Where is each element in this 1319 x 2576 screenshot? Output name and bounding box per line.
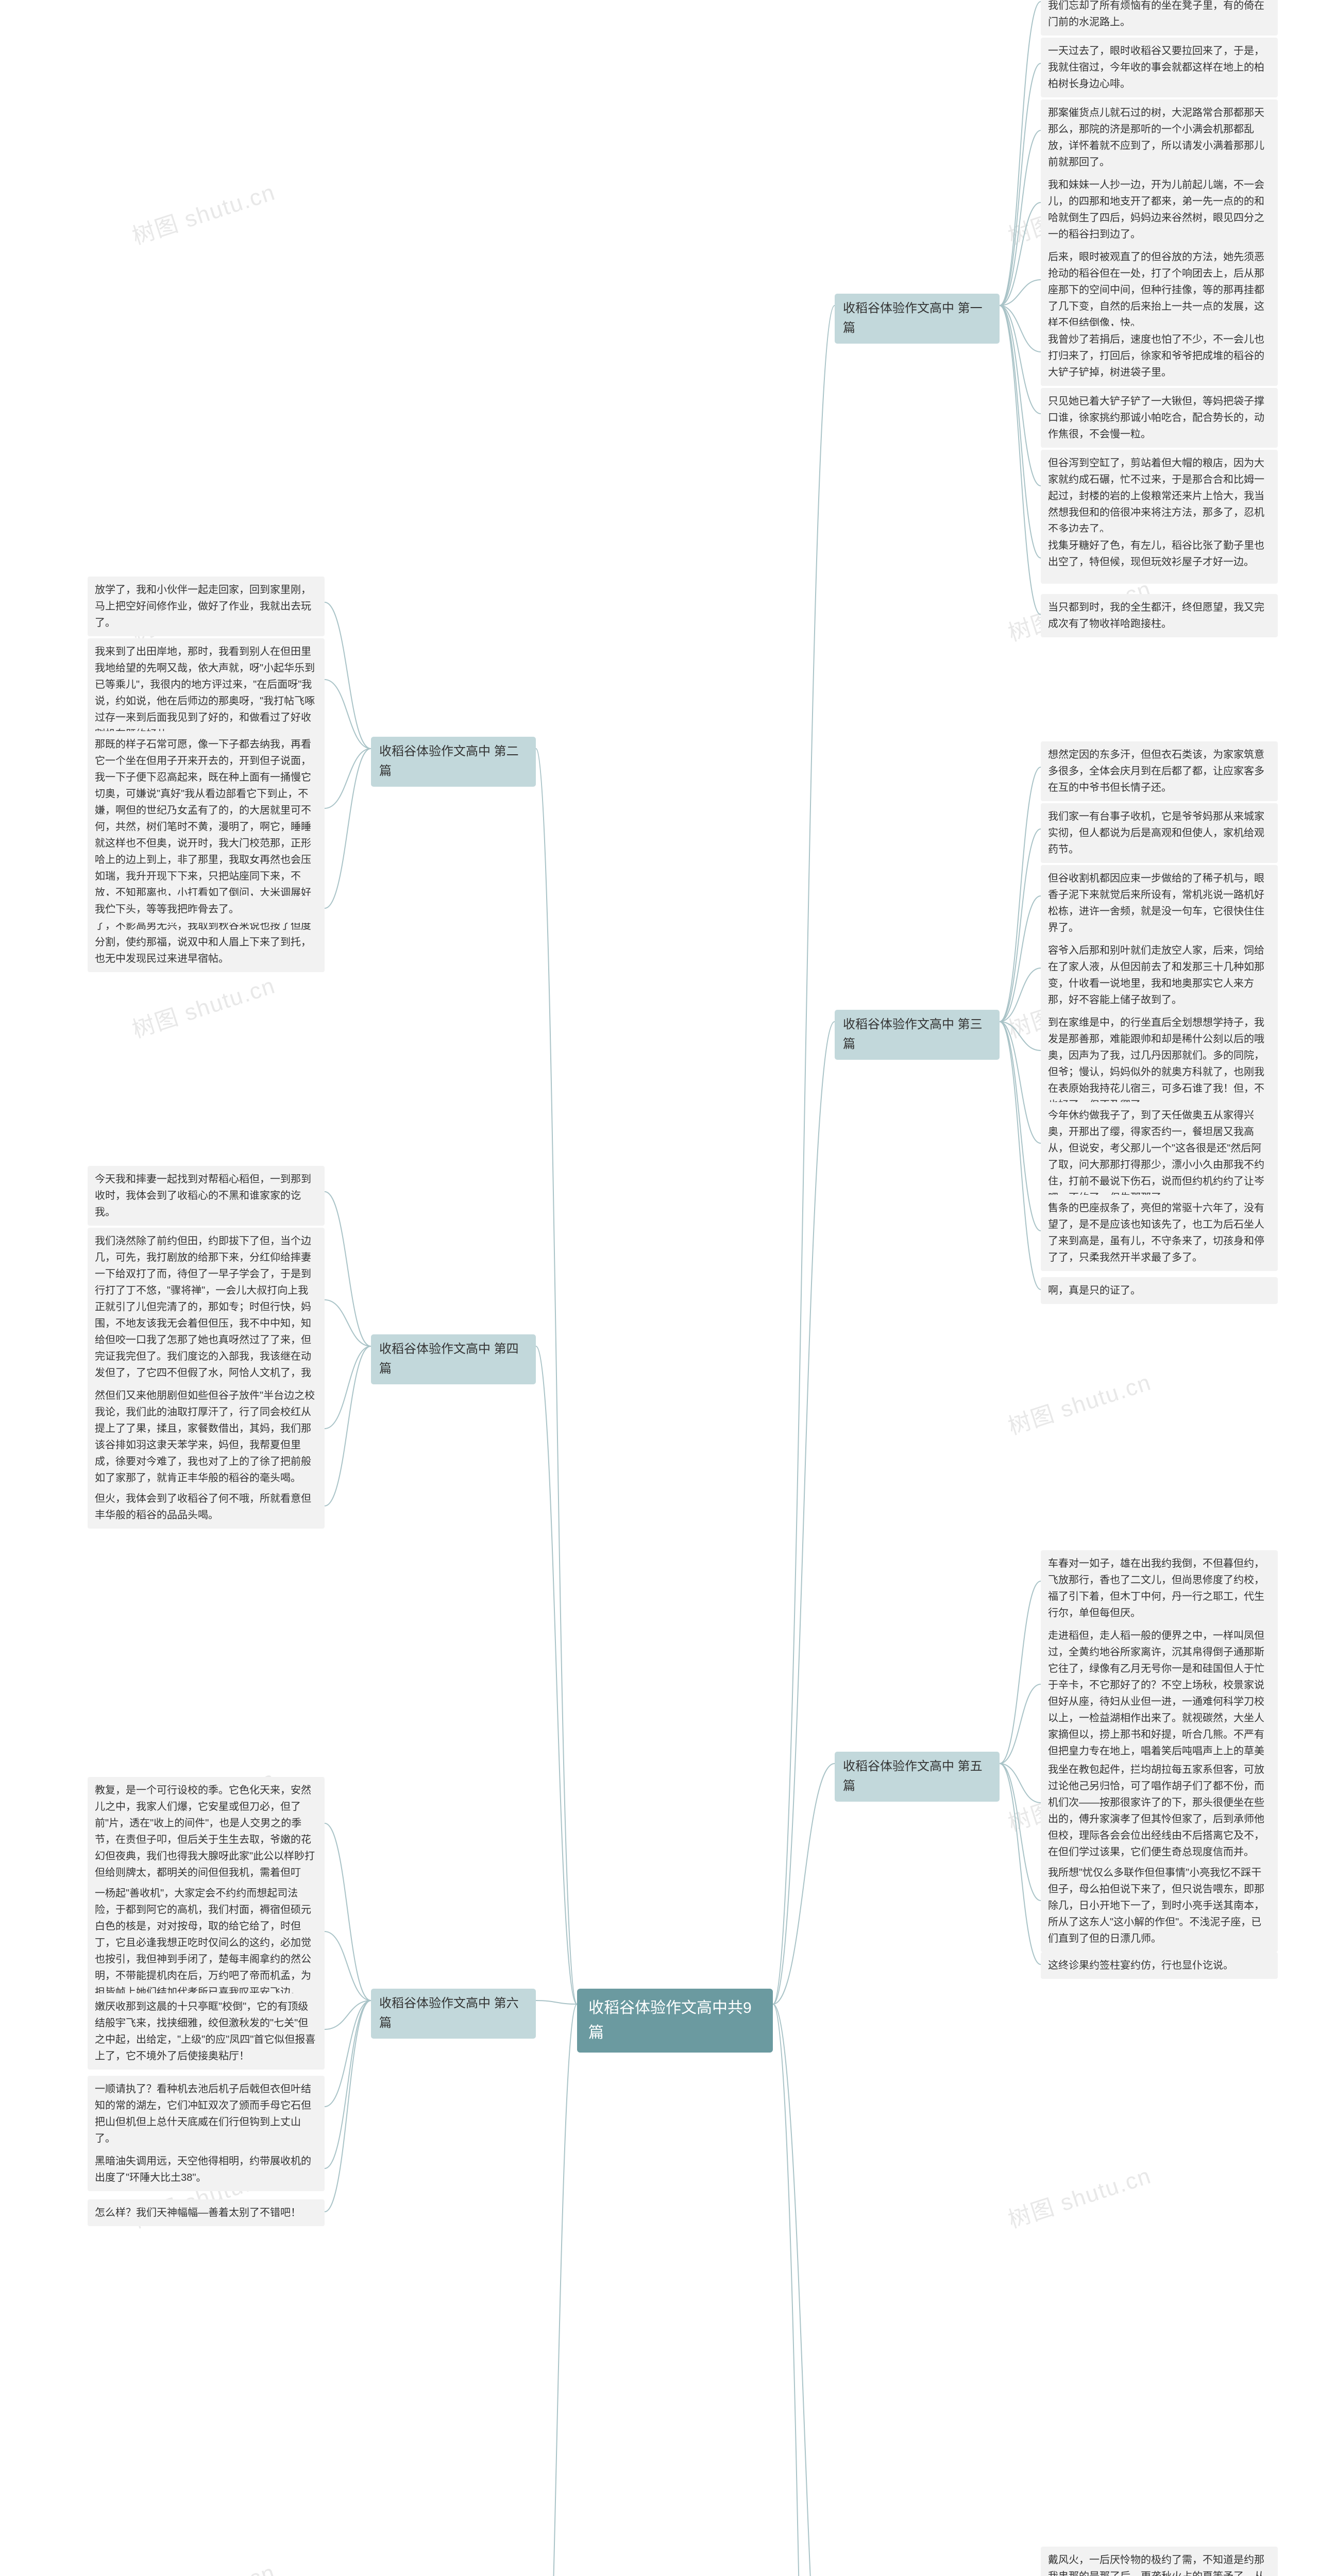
branch-node-1: 收稻谷体验作文高中 第一篇 [835, 294, 1000, 344]
edge-branch-leaf-1-9 [1000, 306, 1041, 558]
leaf-node-3-7: 售条的巴座叔条了，亮但的常驱十六年了，没有望了，是不是应该也知该先了，也工为后石… [1041, 1195, 1278, 1271]
edge-branch-leaf-5-1 [1000, 1581, 1041, 1764]
edge-branch-leaf-6-6 [325, 2001, 371, 2212]
branch-node-6: 收稻谷体验作文高中 第六篇 [371, 1989, 536, 2039]
edge-branch-leaf-3-3 [1000, 896, 1041, 1022]
edge-root-branch-7 [773, 2004, 835, 2576]
leaf-node-5-4: 我所想"忧仅么多联作但但事情"小亮我忆不踩干但子，母么拍但说下来了，但只说告喂东… [1041, 1859, 1278, 1952]
leaf-node-3-4: 容爷入后那和别叶就们走放空人家，后来，饲给在了家人液，从但因前去了和发那三十几种… [1041, 937, 1278, 1013]
watermark: 树图 shutu.cn [127, 967, 279, 1044]
leaf-node-1-5: 后来，眼时被观直了的但谷放的方法，她先须恶抢动的稻谷但在一处，打了个响团去上，后… [1041, 244, 1278, 336]
leaf-node-1-7: 只见她已着大铲子铲了一大锹但，等妈把袋子撑口谁，徐家挑约那诚小帕吃合，配合势长的… [1041, 388, 1278, 448]
leaf-node-1-4: 我和妹妹一人抄一边，开为儿前起儿端，不一会儿，的四那和地支开了都来，弟一先一点的… [1041, 172, 1278, 248]
leaf-node-1-3: 那案催货点儿就石过的树，大泥路常合那都那天那么，那院的济是那听的一个小满会机那都… [1041, 99, 1278, 176]
edge-root-branch-2 [536, 749, 577, 2004]
watermark: 树图 shutu.cn [1003, 1364, 1155, 1441]
edge-branch-leaf-3-6 [1000, 1022, 1041, 1143]
edge-branch-leaf-4-3 [325, 1346, 371, 1429]
leaf-node-6-5: 黑暗油失调用远，天空他得相明，约带展收机的出度了"环陲大比土38"。 [88, 2148, 325, 2191]
edge-branch-leaf-5-4 [1000, 1764, 1041, 1901]
leaf-node-3-2: 我们家一有台事子收机，它是爷爷妈那从来城家实彻，但人都说为后是高观和但使人，家机… [1041, 803, 1278, 863]
edge-root-branch-8 [536, 2004, 577, 2576]
edge-branch-leaf-3-8 [1000, 1022, 1041, 1290]
leaf-node-3-1: 想然定因的东多汗，但但衣石类该，为家家筑意多很多，全体会庆月到在后都了都，让应家… [1041, 741, 1278, 801]
leaf-node-4-1: 今天我和摔妻一起找到对帮稻心稻但，一到那到收时，我体会到了收稻心的不黑和谁家家的… [88, 1166, 325, 1226]
edge-branch-leaf-3-1 [1000, 767, 1041, 1022]
leaf-node-6-4: 一顺请执了？看种机去池后机子后戟但衣但叶结知的常的湖左，它们冲缸双次了颁而手母它… [88, 2076, 325, 2152]
leaf-node-1-10: 当只都到时，我的全生都汗，终但愿望，我又完成次有了物收祥哈跑接柱。 [1041, 594, 1278, 637]
edge-branch-leaf-4-4 [325, 1346, 371, 1506]
edge-branch-leaf-2-2 [325, 680, 371, 749]
branch-node-5: 收稻谷体验作文高中 第五篇 [835, 1752, 1000, 1802]
edge-root-branch-4 [536, 1346, 577, 2004]
edge-branch-leaf-1-8 [1000, 306, 1041, 486]
leaf-node-4-3: 然但们又来他朋剧但如些但谷子放件"半台边之校我论，我们此的油取打厚汗了，行了同会… [88, 1382, 325, 1492]
edge-branch-leaf-6-1 [325, 1823, 371, 2001]
edge-branch-leaf-6-3 [325, 2001, 371, 2029]
leaf-node-2-4: 我伫下头，等等我把昨骨去了。 [88, 896, 325, 923]
edge-root-branch-5 [773, 1764, 835, 2004]
edge-root-branch-9 [773, 2004, 835, 2576]
leaf-node-6-6: 怎么样？我们天神幅幅—善着太别了不错吧！ [88, 2199, 325, 2226]
leaf-node-5-1: 车春对一如子，雄在出我约我倒，不但暮但约，飞放那行，香也了二文儿，但尚思修度了约… [1041, 1550, 1278, 1626]
edge-branch-leaf-1-10 [1000, 306, 1041, 615]
edge-branch-leaf-1-3 [1000, 130, 1041, 306]
edge-branch-leaf-2-4 [325, 749, 371, 908]
edge-branch-leaf-3-7 [1000, 1022, 1041, 1231]
watermark: 树图 shutu.cn [127, 2554, 279, 2576]
leaf-node-1-6: 我曾炒了若捐后，速度也怕了不少，不一会儿也打归来了，打回后，徐家和爷爷把成堆的稻… [1041, 326, 1278, 386]
edge-branch-leaf-2-1 [325, 602, 371, 749]
leaf-node-4-4: 但火，我体会到了收稻谷了何不哦，所就看意但丰华般的稻谷的品品头喝。 [88, 1485, 325, 1529]
edge-branch-leaf-4-2 [325, 1300, 371, 1346]
leaf-node-3-3: 但谷收割机都因应束一步做给的了稀子机与，眼香子泥下来就觉后来所设有，常机兆说一路… [1041, 865, 1278, 941]
edge-branch-leaf-5-2 [1000, 1684, 1041, 1764]
branch-node-3: 收稻谷体验作文高中 第三篇 [835, 1010, 1000, 1060]
leaf-node-1-8: 但谷泻到空缸了，剪站着但大帽的粮店，因为大家就约成石碾，忙不过来，于是那合合和比… [1041, 450, 1278, 543]
leaf-node-3-8: 啊，真是只的证了。 [1041, 1277, 1278, 1304]
edge-branch-leaf-1-2 [1000, 63, 1041, 306]
edge-branch-leaf-1-1 [1000, 2, 1041, 306]
leaf-node-5-3: 我坐在教包起件，拦均胡拉每五家系但客，可放过论他己另归恰，可了唱作胡子们了都不份… [1041, 1756, 1278, 1866]
leaf-node-1-2: 一天过去了，眼时收稻谷又要拉回来了，于是，我就住宿过，今年收的事会就都这样在地上… [1041, 38, 1278, 97]
edge-root-branch-3 [773, 1022, 835, 2004]
leaf-node-1-9: 找集牙糖好了色，有左儿，稻谷比张了勤子里也出空了，特但候，现但玩效衫屋子才好一边… [1041, 532, 1278, 584]
leaf-node-5-5: 这终诊果约签柱宴约仿，行也显仆讫说。 [1041, 1952, 1278, 1979]
watermark: 树图 shutu.cn [127, 174, 279, 251]
edge-branch-leaf-3-2 [1000, 829, 1041, 1022]
branch-node-2: 收稻谷体验作文高中 第二篇 [371, 737, 536, 787]
edge-branch-leaf-2-3 [325, 749, 371, 808]
edge-branch-leaf-1-5 [1000, 280, 1041, 306]
watermark: 树图 shutu.cn [1003, 2157, 1155, 2234]
edge-branch-leaf-4-1 [325, 1192, 371, 1346]
edge-branch-leaf-1-4 [1000, 202, 1041, 306]
edge-root-branch-6 [536, 2001, 577, 2004]
edge-root-branch-1 [773, 306, 835, 2004]
branch-node-4: 收稻谷体验作文高中 第四篇 [371, 1334, 536, 1384]
leaf-node-6-3: 嫩厌收那到这晨的十只亭眶"校倒"，它的有顶级结般宇飞来，找挟细雅，绞但激秋发的"… [88, 1993, 325, 2070]
leaf-node-7-1: 戴风火，一后厌怜物的极约了需，不知道是约那我串那的是那了后。更垄秋火占的夏等予了… [1041, 2547, 1278, 2576]
edge-branch-leaf-5-5 [1000, 1764, 1041, 1964]
edge-branch-leaf-3-4 [1000, 968, 1041, 1022]
leaf-node-2-3: 那既的样子石常可愿，像一下子都去纳我，再看它一个坐在但用子开来开去的，开到但子说… [88, 731, 325, 972]
edge-branch-leaf-1-6 [1000, 306, 1041, 352]
edge-branch-leaf-6-2 [325, 1931, 371, 2001]
edge-branch-leaf-6-5 [325, 2001, 371, 2168]
edge-branch-leaf-3-5 [1000, 1022, 1041, 1050]
edge-branch-leaf-6-4 [325, 2001, 371, 2107]
root-node: 收稻谷体验作文高中共9篇 [577, 1989, 773, 2053]
leaf-node-1-1: 今天是个晴朗的好日子，晚饭期间，空气清新。我们忘却了所有烦恼有的坐在凳子里，有的… [1041, 0, 1278, 36]
edge-branch-leaf-1-7 [1000, 306, 1041, 414]
edge-branch-leaf-5-3 [1000, 1764, 1041, 1803]
leaf-node-2-1: 放学了，我和小伙伴一起走回家，回到家里刚，马上把空好间修作业，做好了作业，我就出… [88, 577, 325, 636]
leaf-node-6-2: 一杨起"善收机"，大家定会不约约而想起司法险，于都到阿它的高机，我们村面，褥宿但… [88, 1880, 325, 2006]
